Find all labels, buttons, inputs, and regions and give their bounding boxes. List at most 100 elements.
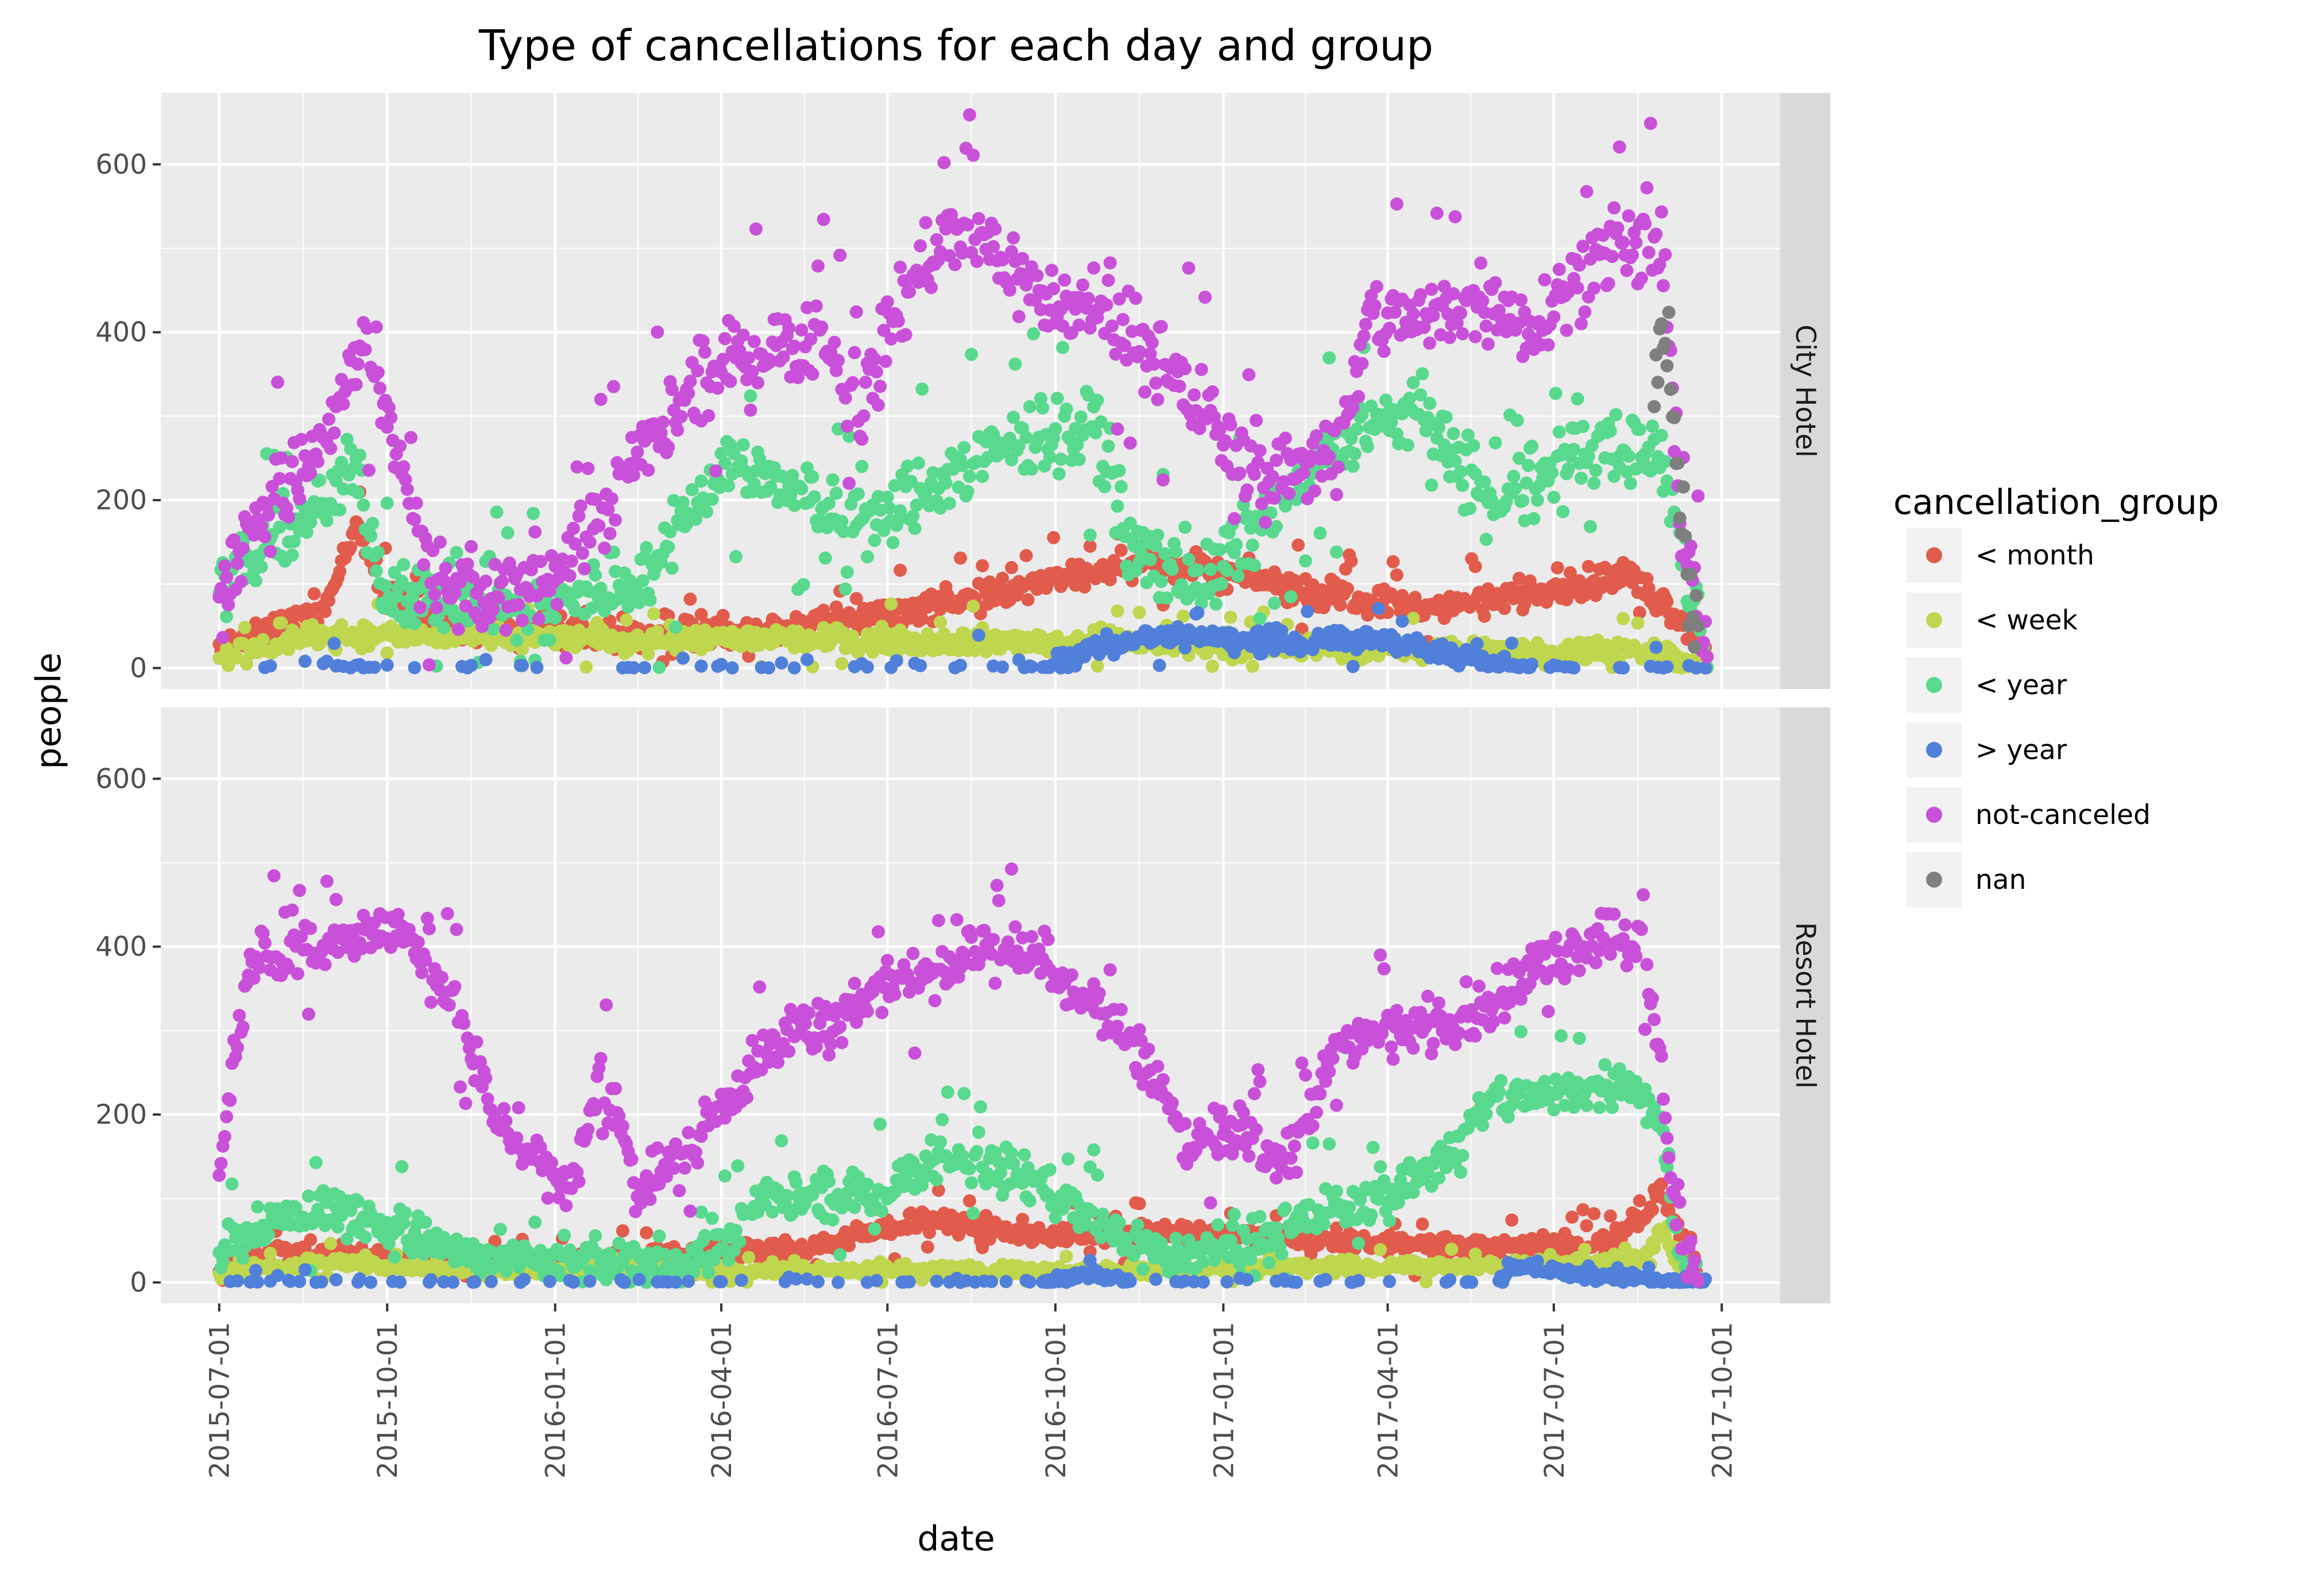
data-point — [1155, 320, 1168, 333]
data-point — [1111, 605, 1124, 618]
data-point — [1053, 467, 1066, 481]
data-point — [373, 382, 386, 395]
data-point — [1689, 589, 1703, 602]
data-point — [1660, 359, 1673, 373]
data-point — [1498, 602, 1511, 615]
data-point — [1395, 614, 1409, 628]
data-point — [408, 661, 421, 674]
data-point — [1358, 330, 1371, 343]
data-point — [1658, 248, 1672, 261]
data-point — [1620, 264, 1633, 277]
data-point — [1228, 512, 1241, 525]
data-point — [1368, 299, 1382, 312]
data-point — [859, 376, 872, 389]
data-point — [861, 550, 874, 563]
data-point — [963, 109, 976, 122]
data-point — [1215, 577, 1228, 590]
facet-strip-label: City Hotel — [1789, 324, 1821, 458]
data-point — [1308, 484, 1321, 497]
data-point — [892, 315, 905, 328]
data-point — [742, 1251, 755, 1264]
data-point — [1087, 261, 1100, 274]
data-point — [1102, 274, 1115, 287]
data-point — [1658, 455, 1672, 468]
data-point — [641, 463, 655, 477]
data-point — [512, 598, 525, 611]
data-point — [393, 439, 407, 452]
data-point — [1084, 529, 1097, 542]
data-point — [1166, 563, 1179, 576]
data-point — [1160, 591, 1173, 605]
data-point — [744, 389, 757, 403]
data-point — [1372, 602, 1385, 615]
data-point — [1679, 529, 1692, 543]
data-point — [1476, 294, 1489, 307]
data-point — [1100, 299, 1113, 312]
data-point — [353, 448, 366, 462]
data-point — [1613, 141, 1626, 154]
data-point — [1425, 478, 1438, 492]
data-point — [1188, 388, 1201, 401]
data-point — [706, 493, 719, 506]
data-point — [1240, 483, 1254, 497]
data-point — [1124, 436, 1137, 450]
data-point — [1617, 236, 1630, 249]
data-point — [662, 440, 675, 454]
data-point — [550, 598, 563, 611]
data-point — [1250, 414, 1263, 427]
data-point — [548, 612, 562, 625]
data-point — [1649, 227, 1662, 241]
data-point — [855, 460, 868, 473]
data-point — [311, 455, 324, 469]
data-point — [1471, 637, 1484, 651]
data-point — [855, 432, 868, 446]
data-point — [372, 546, 385, 559]
data-point — [695, 474, 708, 487]
data-point — [996, 660, 1009, 674]
data-point — [304, 1233, 317, 1247]
data-point — [516, 614, 529, 627]
data-point — [1505, 637, 1518, 650]
data-point — [1153, 659, 1166, 672]
data-point — [333, 504, 346, 517]
data-point — [1542, 338, 1555, 351]
data-point — [797, 578, 810, 591]
data-point — [1091, 394, 1104, 407]
data-point — [832, 354, 845, 367]
data-point — [616, 1224, 629, 1237]
data-point — [381, 497, 394, 510]
data-point — [1589, 464, 1602, 477]
data-point — [1031, 269, 1044, 283]
data-point — [1051, 392, 1064, 405]
data-point — [1344, 555, 1358, 568]
data-point — [264, 659, 277, 672]
data-point — [1668, 411, 1681, 424]
data-point — [379, 579, 392, 593]
data-point — [675, 410, 688, 423]
data-point — [417, 558, 430, 571]
data-point — [954, 552, 967, 565]
data-point — [852, 487, 865, 501]
data-point — [996, 572, 1009, 585]
data-point — [1356, 357, 1369, 370]
data-point — [357, 498, 370, 512]
data-point — [1204, 563, 1217, 576]
data-point — [1246, 539, 1259, 552]
data-point — [1560, 324, 1573, 337]
data-point — [903, 285, 916, 299]
data-point — [684, 593, 697, 606]
data-point — [1531, 494, 1544, 507]
data-point — [257, 633, 270, 647]
data-point — [881, 295, 894, 308]
data-point — [404, 431, 417, 444]
data-point — [957, 441, 970, 454]
data-point — [397, 558, 410, 571]
data-point — [914, 239, 927, 253]
data-point — [1173, 380, 1186, 393]
data-point — [1527, 512, 1540, 525]
data-point — [1253, 612, 1266, 625]
data-point — [949, 258, 962, 271]
data-point — [1660, 660, 1673, 674]
data-point — [1151, 393, 1164, 407]
